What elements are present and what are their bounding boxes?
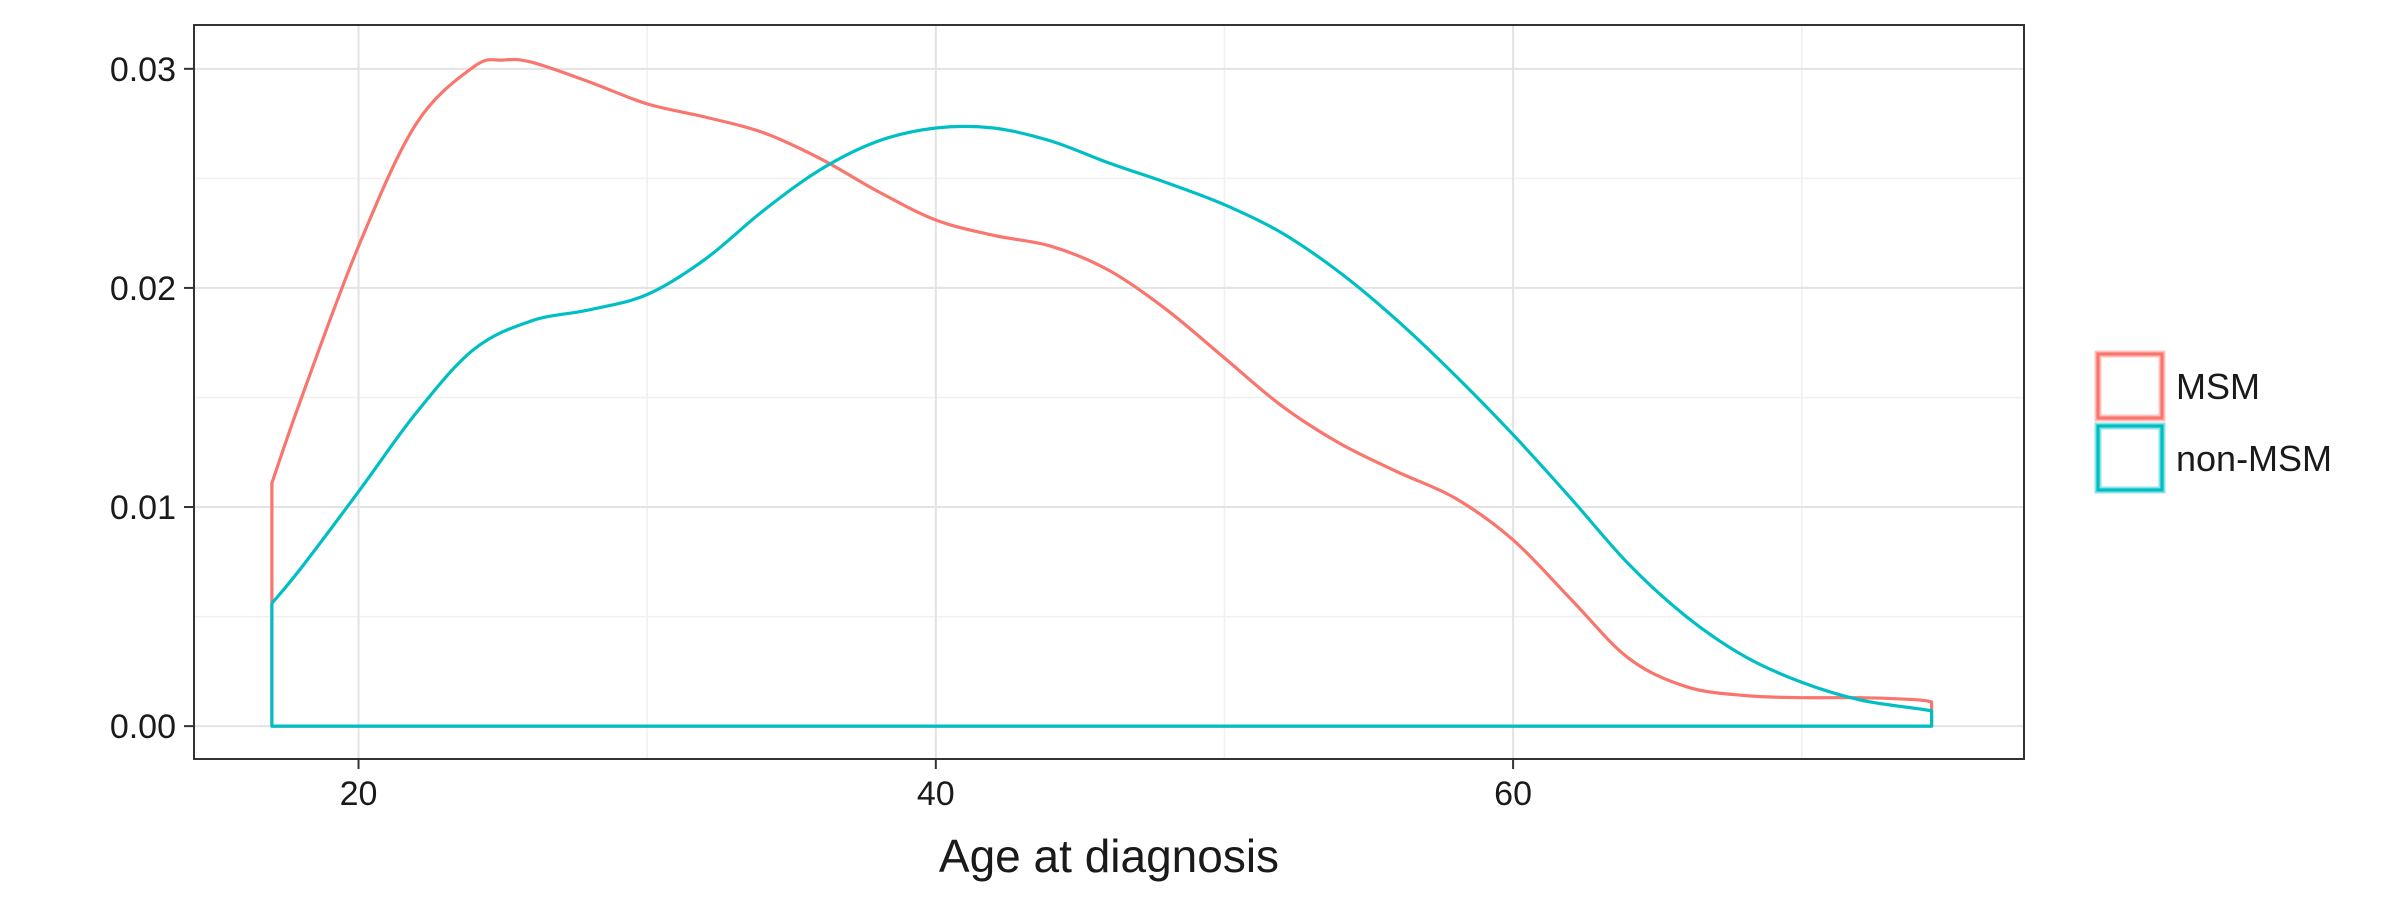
legend: MSM non-MSM: [2094, 350, 2332, 494]
x-tick-label: 20: [340, 775, 378, 813]
legend-key-msm: [2096, 352, 2164, 420]
x-tick-label: 40: [917, 775, 955, 813]
density-curve-msm: [270, 57, 1934, 728]
legend-label-non-msm: non-MSM: [2176, 438, 2332, 479]
legend-label-msm: MSM: [2176, 366, 2260, 407]
x-axis: 20 40 60: [340, 759, 1532, 813]
density-curve-non-msm: [270, 124, 1934, 728]
x-tick-label: 60: [1494, 775, 1532, 813]
y-tick-label: 0.01: [110, 489, 176, 527]
y-tick-label: 0.03: [110, 51, 176, 89]
density-curves: [270, 57, 1934, 728]
minor-gridlines: [194, 25, 2024, 759]
plot-panel: [193, 24, 2025, 760]
legend-key-non-msm: [2096, 424, 2164, 492]
x-axis-title: Age at diagnosis: [939, 830, 1279, 882]
y-axis: 0.00 0.01 0.02 0.03: [110, 51, 194, 746]
legend-key-non-msm-outer: [2094, 422, 2166, 494]
y-tick-label: 0.00: [110, 708, 176, 746]
legend-key-msm-outer: [2094, 350, 2166, 422]
panel-background: [194, 25, 2024, 759]
y-tick-label: 0.02: [110, 270, 176, 308]
panel-border: [193, 24, 2025, 760]
